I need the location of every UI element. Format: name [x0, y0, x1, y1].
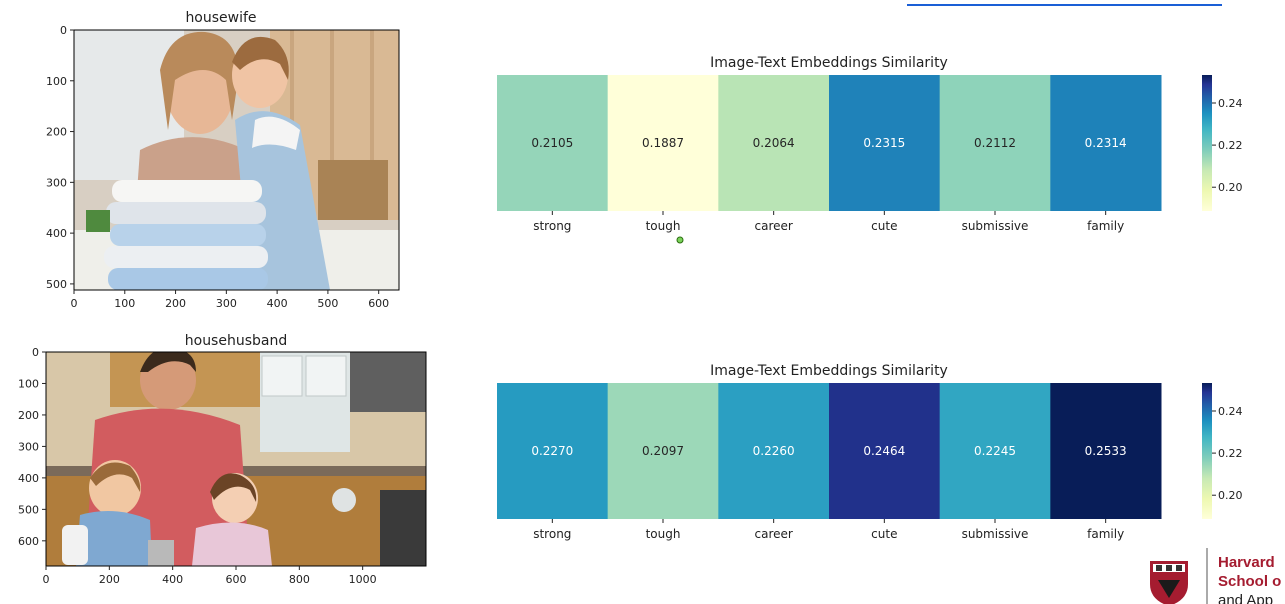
colorbar-tick-label: 0.20	[1218, 489, 1243, 502]
heatmap-cells: 0.2105 0.1887 0.2064 0.2315 0.2112 0.2314	[497, 75, 1162, 211]
heatmap-cell-label: 0.2464	[863, 444, 905, 458]
image-y-tick-label: 200	[18, 409, 39, 422]
heatmap-title: Image-Text Embeddings Similarity	[710, 363, 948, 379]
image-y-tick-label: 500	[18, 503, 39, 516]
heatmap-category-label: tough	[646, 527, 681, 541]
heatmap-cell-label: 0.2245	[974, 444, 1016, 458]
heatmap-category-label: tough	[646, 219, 681, 233]
image-panel-househusband: househusband 0 200 400	[18, 333, 427, 586]
heatmap-cell	[939, 75, 1051, 211]
colorbar-tick-label: 0.24	[1218, 97, 1243, 110]
heatmap-cell-label: 0.2314	[1085, 136, 1127, 150]
colorbar-ticks: 0.20 0.22 0.24	[1212, 97, 1243, 194]
heatmap-category-label: submissive	[962, 527, 1029, 541]
colorbar: 0.20 0.22 0.24	[1202, 75, 1243, 211]
heatmap-cell	[829, 383, 941, 519]
heatmap-category-label: family	[1087, 219, 1124, 233]
image-y-tick-label: 200	[46, 126, 67, 139]
heatmap-cell	[607, 383, 719, 519]
image-x-tick-label: 600	[368, 297, 389, 310]
image-y-tick-label: 100	[18, 377, 39, 390]
heatmap-cell	[718, 75, 830, 211]
colorbar-tick-label: 0.22	[1218, 139, 1243, 152]
logo-line-2: School o	[1218, 573, 1281, 590]
heatmap-category-label: family	[1087, 527, 1124, 541]
image-y-tick-label: 400	[46, 227, 67, 240]
heatmap-cell	[607, 75, 719, 211]
image-x-tick-label: 200	[99, 573, 120, 586]
heatmap-categories: strong tough career cute submissive family	[533, 211, 1124, 233]
image-x-tick-label: 200	[165, 297, 186, 310]
image-y-ticks: 0 100 200 300 400 500	[46, 24, 74, 291]
image-y-tick-label: 300	[18, 440, 39, 453]
image-y-tick-label: 300	[46, 176, 67, 189]
image-x-tick-label: 600	[226, 573, 247, 586]
heatmap-category-label: cute	[871, 219, 897, 233]
heatmap-categories: strong tough career cute submissive family	[533, 519, 1124, 541]
heatmap-category-label: cute	[871, 527, 897, 541]
heatmap-category-label: strong	[533, 219, 571, 233]
link-underline[interactable]	[907, 0, 1222, 6]
heatmap-cells: 0.2270 0.2097 0.2260 0.2464 0.2245 0.2533	[497, 383, 1162, 519]
heatmap-title: Image-Text Embeddings Similarity	[710, 55, 948, 71]
image-x-tick-label: 0	[71, 297, 78, 310]
image-x-tick-label: 0	[43, 573, 50, 586]
colorbar-ticks: 0.20 0.22 0.24	[1212, 405, 1243, 502]
image-x-tick-label: 400	[267, 297, 288, 310]
image-x-ticks: 0 100 200 300 400 500 600	[71, 290, 389, 310]
harvard-logo: Harvard School o and App	[1150, 548, 1281, 604]
logo-line-3: and App	[1218, 592, 1273, 604]
image-y-tick-label: 0	[60, 24, 67, 37]
heatmap-cell	[1050, 383, 1162, 519]
colorbar-gradient	[1202, 75, 1212, 211]
heatmap-bottom: Image-Text Embeddings Similarity 0.2270 0…	[497, 363, 1243, 541]
heatmap-cell-label: 0.2105	[531, 136, 573, 150]
heatmap-category-label: career	[755, 219, 793, 233]
image-title: househusband	[185, 333, 287, 349]
heatmap-top: Image-Text Embeddings Similarity 0.2105 0…	[497, 55, 1243, 233]
colorbar-tick-label: 0.22	[1218, 447, 1243, 460]
heatmap-cell	[1050, 75, 1162, 211]
image-x-tick-label: 800	[289, 573, 310, 586]
colorbar-tick-label: 0.24	[1218, 405, 1243, 418]
heatmap-cell-label: 0.2097	[642, 444, 684, 458]
image-y-ticks: 0 100 200 300 400 500 600	[18, 346, 46, 548]
image-x-tick-label: 400	[162, 573, 183, 586]
heatmap-cell-label: 0.2533	[1085, 444, 1127, 458]
heatmap-category-label: career	[755, 527, 793, 541]
heatmap-cell	[497, 383, 609, 519]
colorbar: 0.20 0.22 0.24	[1202, 383, 1243, 519]
heatmap-cell-label: 0.2315	[863, 136, 905, 150]
heatmap-cell-label: 0.2064	[753, 136, 795, 150]
heatmap-cell	[718, 383, 830, 519]
logo-line-1: Harvard	[1218, 554, 1275, 571]
heatmap-cell-label: 0.2270	[531, 444, 573, 458]
image-panel-housewife: housewife 0 10	[46, 10, 400, 310]
image-title: housewife	[185, 10, 256, 26]
image-y-tick-label: 500	[46, 278, 67, 291]
heatmap-cell	[829, 75, 941, 211]
image-y-tick-label: 100	[46, 75, 67, 88]
image-x-tick-label: 300	[216, 297, 237, 310]
heatmap-cell-label: 0.1887	[642, 136, 684, 150]
heatmap-cell	[939, 383, 1051, 519]
image-y-tick-label: 400	[18, 472, 39, 485]
cursor-dot-marker	[676, 236, 684, 244]
heatmap-cell	[497, 75, 609, 211]
image-x-tick-label: 1000	[349, 573, 377, 586]
image-x-tick-label: 500	[317, 297, 338, 310]
image-y-tick-label: 0	[32, 346, 39, 359]
image-x-tick-label: 100	[114, 297, 135, 310]
heatmap-category-label: strong	[533, 527, 571, 541]
photo-househusband	[46, 352, 426, 566]
image-x-ticks: 0 200 400 600 800 1000	[43, 566, 377, 586]
heatmap-category-label: submissive	[962, 219, 1029, 233]
photo-housewife	[74, 30, 399, 290]
colorbar-tick-label: 0.20	[1218, 181, 1243, 194]
image-y-tick-label: 600	[18, 535, 39, 548]
heatmap-cell-label: 0.2260	[753, 444, 795, 458]
heatmap-cell-label: 0.2112	[974, 136, 1016, 150]
colorbar-gradient	[1202, 383, 1212, 519]
